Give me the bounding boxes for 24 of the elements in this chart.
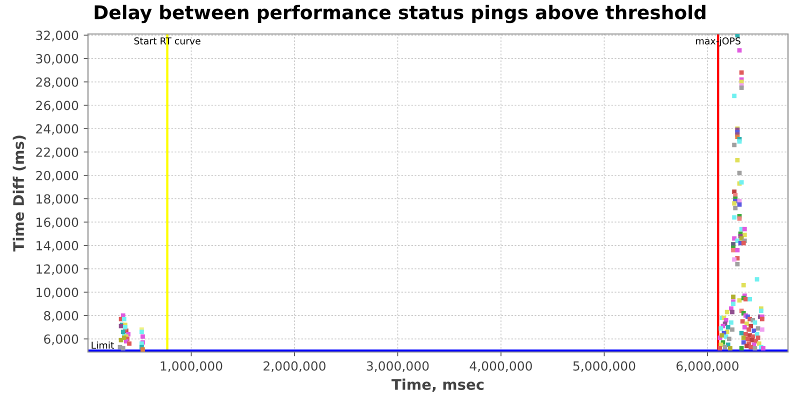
y-axis-title: Time Diff (ms) [12, 136, 26, 252]
y-tick-label: 28,000 [36, 77, 78, 88]
x-tick-label: 2,000,000 [264, 361, 326, 372]
x-axis-title: Time, msec [392, 378, 484, 392]
x-tick-label: 6,000,000 [676, 361, 738, 372]
x-tick-label: 3,000,000 [366, 361, 429, 372]
y-tick-label: 30,000 [36, 54, 78, 65]
x-tick-label: 1,000,000 [160, 361, 222, 372]
y-tick-label: 20,000 [36, 170, 78, 182]
y-tick-label: 22,000 [36, 147, 78, 158]
x-tick-label: 5,000,000 [573, 361, 636, 372]
y-tick-label: 12,000 [36, 264, 78, 276]
y-tick-label: 26,000 [36, 100, 78, 112]
y-tick-label: 6,000 [44, 334, 78, 346]
y-tick-label: 32,000 [36, 30, 78, 42]
y-tick-label: 16,000 [36, 218, 78, 228]
y-tick-label: 8,000 [44, 311, 78, 322]
y-tick-label: 10,000 [36, 288, 78, 298]
x-tick-label: 4,000,000 [470, 361, 532, 372]
chart-title: Delay between performance status pings above threshold [94, 4, 706, 24]
y-tick-label: 14,000 [36, 240, 78, 252]
y-tick-label: 18,000 [36, 194, 78, 205]
y-tick-label: 24,000 [36, 124, 78, 135]
ref-line-label: Limit [92, 341, 114, 349]
